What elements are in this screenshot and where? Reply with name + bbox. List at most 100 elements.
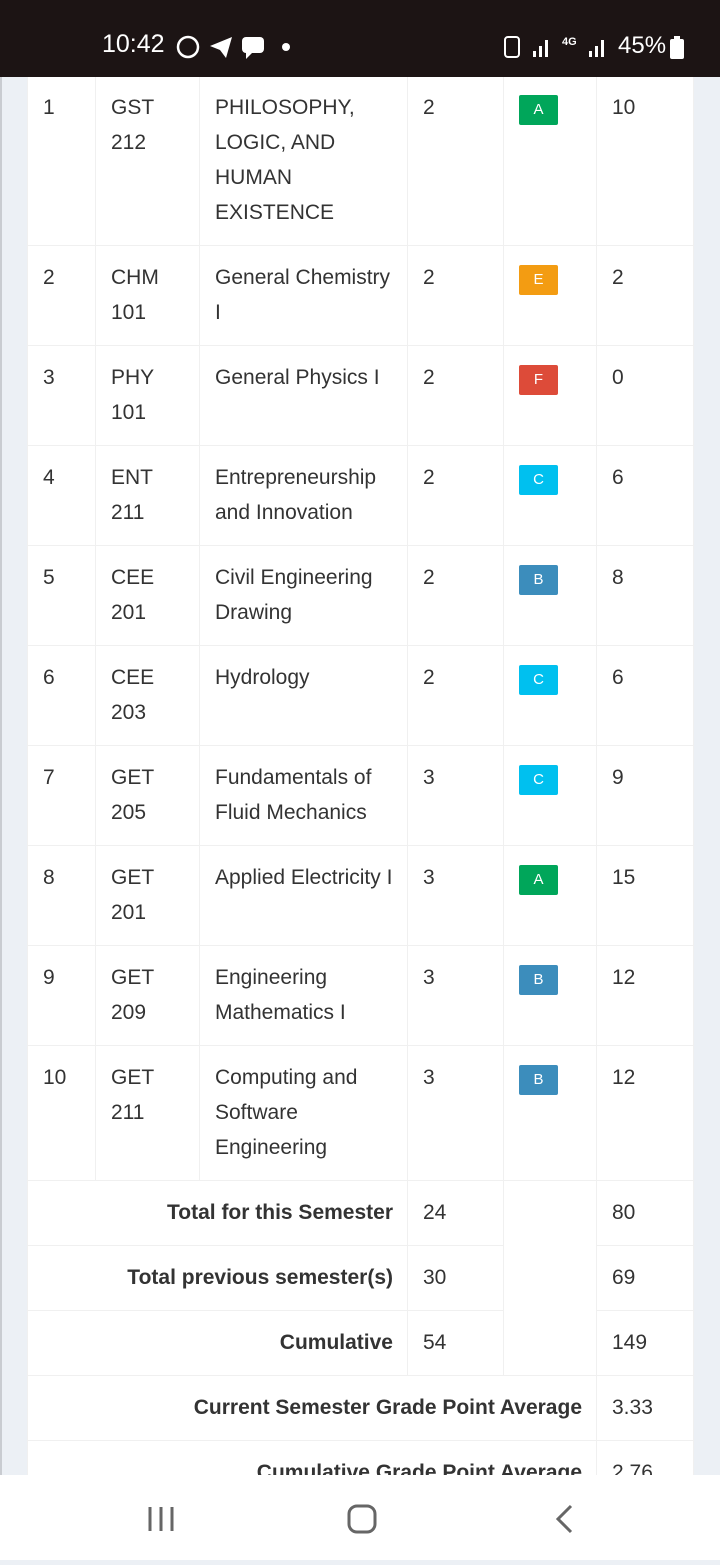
nav-buttons: [148, 1504, 573, 1534]
course-row: 6 CEE 203 Hydrology 2 C 6: [27, 645, 694, 746]
grade-points: 12: [596, 1045, 694, 1181]
battery-icon: [670, 36, 684, 59]
grade-badge: A: [519, 865, 558, 895]
grade-points: 12: [596, 945, 694, 1046]
course-units: 2: [407, 345, 504, 446]
serial-number: 4: [27, 445, 96, 546]
grade-cell: F: [503, 345, 597, 446]
course-title: Engineering Mathematics I: [199, 945, 408, 1046]
course-row: 1 GST 212 PHILOSOPHY, LOGIC, AND HUMAN EXI…: [27, 77, 694, 246]
grade-cell: C: [503, 645, 597, 746]
grade-cell: A: [503, 845, 597, 946]
course-units: 2: [407, 545, 504, 646]
results-table: 1 GST 212 PHILOSOPHY, LOGIC, AND HUMAN EXI…: [27, 77, 694, 1475]
course-row: 5 CEE 201 Civil Engineering Drawing 2 B 8: [27, 545, 694, 646]
signal-icons: [504, 36, 604, 58]
summary-row: Total for this Semester 24 80: [27, 1180, 694, 1376]
course-code: CHM 101: [95, 245, 200, 346]
gpa-row: Cumulative Grade Point Average 2.76: [27, 1440, 694, 1475]
course-units: 2: [407, 245, 504, 346]
gpa-label: Cumulative Grade Point Average: [27, 1440, 597, 1475]
gpa-value: 2.76: [596, 1440, 694, 1475]
results-page: 1 GST 212 PHILOSOPHY, LOGIC, AND HUMAN EXI…: [0, 77, 720, 1475]
course-title: Hydrology: [199, 645, 408, 746]
grade-badge: C: [519, 765, 558, 795]
grade-points: 15: [596, 845, 694, 946]
status-bar: 10:42 4G 45%: [0, 0, 720, 77]
grade-badge: F: [519, 365, 558, 395]
course-code: CEE 201: [95, 545, 200, 646]
summary-points: 69: [596, 1245, 694, 1311]
grade-badge: E: [519, 265, 558, 295]
course-units: 3: [407, 945, 504, 1046]
gpa-label: Current Semester Grade Point Average: [27, 1375, 597, 1441]
course-title: General Physics I: [199, 345, 408, 446]
grade-points: 10: [596, 77, 694, 246]
summary-row: Cumulative 54 149: [27, 1310, 694, 1376]
navigation-bar: [0, 1475, 720, 1560]
grade-badge: A: [519, 95, 558, 125]
course-row: 7 GET 205 Fundamentals of Fluid Mechanics 3…: [27, 745, 694, 846]
course-code: GET 201: [95, 845, 200, 946]
summary-units: 24: [407, 1180, 504, 1246]
battery-level: 45%: [618, 32, 667, 59]
course-code: CEE 203: [95, 645, 200, 746]
grade-cell: C: [503, 445, 597, 546]
summary-units: 54: [407, 1310, 504, 1376]
course-units: 2: [407, 77, 504, 246]
grade-badge: C: [519, 465, 558, 495]
grade-badge: B: [519, 965, 558, 995]
grade-badge: C: [519, 665, 558, 695]
grade-badge: B: [519, 565, 558, 595]
gpa-row: Current Semester Grade Point Average 3.33: [27, 1375, 694, 1441]
summary-points: 149: [596, 1310, 694, 1376]
grade-cell: E: [503, 245, 597, 346]
course-code: PHY 101: [95, 345, 200, 446]
course-title: Entrepreneurship and Innovation: [199, 445, 408, 546]
course-title: Computing and Software Engineering: [199, 1045, 408, 1181]
course-title: Fundamentals of Fluid Mechanics: [199, 745, 408, 846]
course-row: 8 GET 201 Applied Electricity I 3 A 15: [27, 845, 694, 946]
grade-cell: B: [503, 545, 597, 646]
gpa-value: 3.33: [596, 1375, 694, 1441]
grade-cell: C: [503, 745, 597, 846]
back-button[interactable]: [555, 1504, 573, 1534]
summary-label: Total previous semester(s): [27, 1245, 408, 1311]
course-code: GET 211: [95, 1045, 200, 1181]
course-units: 3: [407, 745, 504, 846]
serial-number: 3: [27, 345, 96, 446]
grade-cell: B: [503, 945, 597, 1046]
grade-cell: A: [503, 77, 597, 246]
notification-icons: [176, 35, 290, 59]
grade-points: 9: [596, 745, 694, 846]
course-row: 4 ENT 211 Entrepreneurship and Innovation 2…: [27, 445, 694, 546]
course-units: 2: [407, 445, 504, 546]
course-code: ENT 211: [95, 445, 200, 546]
network-type: 4G: [562, 36, 577, 48]
serial-number: 2: [27, 245, 96, 346]
serial-number: 8: [27, 845, 96, 946]
grade-points: 2: [596, 245, 694, 346]
empty-cell: [503, 1180, 597, 1376]
summary-label: Cumulative: [27, 1310, 408, 1376]
grade-points: 6: [596, 445, 694, 546]
grade-cell: B: [503, 1045, 597, 1181]
serial-number: 5: [27, 545, 96, 646]
serial-number: 10: [27, 1045, 96, 1181]
course-units: 2: [407, 645, 504, 746]
recent-apps-button[interactable]: [148, 1507, 174, 1531]
course-units: 3: [407, 845, 504, 946]
serial-number: 7: [27, 745, 96, 846]
course-code: GST 212: [95, 77, 200, 246]
serial-number: 1: [27, 77, 96, 246]
home-button[interactable]: [347, 1504, 377, 1534]
summary-units: 30: [407, 1245, 504, 1311]
clock: 10:42: [102, 30, 165, 58]
course-row: 10 GET 211 Computing and Software Engineer…: [27, 1045, 694, 1181]
grade-badge: B: [519, 1065, 558, 1095]
course-row: 9 GET 209 Engineering Mathematics I 3 B 12: [27, 945, 694, 1046]
course-units: 3: [407, 1045, 504, 1181]
